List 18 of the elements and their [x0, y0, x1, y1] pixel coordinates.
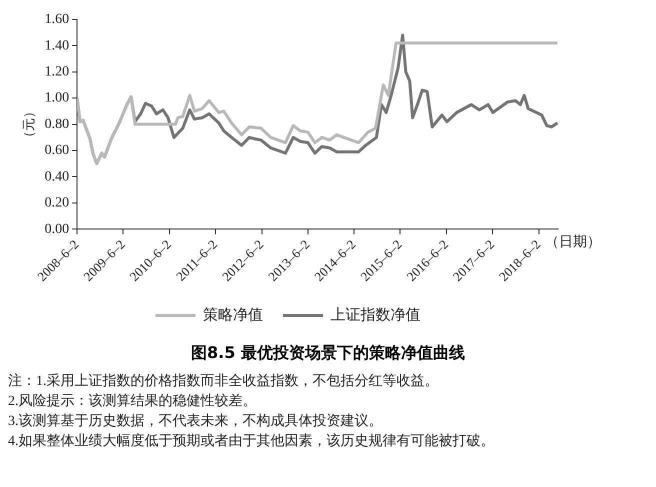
x-axis-title: （日期） — [544, 234, 601, 250]
y-tick-label: 1.60 — [44, 12, 70, 28]
text: 注：1.采用上证指数的价格指数而非全收益指数，不包括分红等收益。 — [8, 372, 440, 391]
y-tick-label: 1.20 — [44, 64, 70, 80]
legend-label: 上证指数净值 — [330, 306, 420, 324]
y-axis-title: （元） — [21, 104, 36, 144]
y-tick-label: 0.40 — [44, 169, 70, 184]
text: 4.如果整体业绩大幅度低于预期或者由于其他因素，该历史规律有可能被打破。 — [8, 432, 496, 451]
legend-label: 策略净值 — [203, 306, 263, 324]
y-tick-label: 0.60 — [44, 143, 70, 158]
y-tick-label: 0.80 — [44, 116, 70, 132]
y-tick-label: 0.00 — [44, 222, 70, 237]
y-tick-label: 1.40 — [44, 38, 70, 54]
text: 3.该测算基于历史数据，不代表未来，不构成具体投资建议。 — [8, 412, 384, 431]
y-tick-label: 1.00 — [44, 90, 70, 106]
y-tick-label: 0.20 — [44, 196, 70, 211]
text: 2.风险提示：该测算结果的稳健性较差。 — [8, 392, 258, 411]
text: 图8.5 最优投资场景下的策略净值曲线 — [190, 343, 466, 364]
